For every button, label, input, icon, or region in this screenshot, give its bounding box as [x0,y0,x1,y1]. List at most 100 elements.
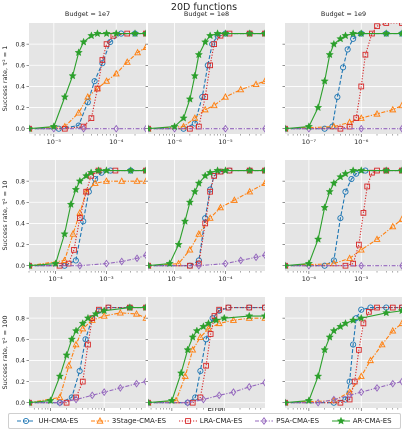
series-line-lra-cma-es [285,23,402,130]
series-line-ar-cma-es [285,310,402,404]
data-point-3stage-cma-es [357,245,365,253]
data-point-3stage-cma-es [75,108,83,116]
subplot: 10⁻⁶ 10⁻⁵ [145,23,265,146]
legend-item: AR-CMA-ES [331,417,392,425]
data-point-3stage-cma-es [88,316,96,323]
plot-area [285,23,402,134]
data-point-ar-cma-es [313,234,323,243]
data-point-3stage-cma-es [103,77,111,84]
series-line-3stage-cma-es [285,218,402,267]
data-point-ar-cma-es [55,371,64,380]
data-point-lra-cma-es [353,115,360,121]
y-tick-label: 0.0 [15,400,25,407]
data-point-ar-cma-es [357,166,366,175]
data-point-3stage-cma-es [79,324,87,332]
data-point-uh-cma-es [80,218,87,225]
data-point-lra-cma-es [207,331,214,337]
data-point-ar-cma-es [304,122,313,131]
data-point-ar-cma-es [141,166,146,175]
data-point-ar-cma-es [82,171,91,180]
data-point-ar-cma-es [148,398,153,407]
row-label: Success rate, τ² = 1 [1,46,9,112]
data-point-ar-cma-es [125,303,134,312]
row-label: Success rate, τ² = 100 [1,315,9,389]
data-point-3stage-cma-es [132,309,141,317]
data-point-lra-cma-es [351,378,358,385]
data-point-ar-cma-es [179,113,188,122]
data-point-uh-cma-es [350,35,357,42]
data-point-ar-cma-es [221,166,230,175]
data-point-lra-cma-es [399,304,402,311]
series-line-3stage-cma-es [29,46,146,130]
data-point-ar-cma-es [174,240,183,249]
data-point-ar-cma-es [357,313,366,322]
data-point-ar-cma-es [112,29,121,38]
subplot: 10⁻⁷ 10⁻⁶ [282,23,402,146]
data-point-lra-cma-es [211,313,218,319]
data-point-psa-cma-es [103,259,110,268]
data-point-ar-cma-es [213,29,222,38]
data-point-3stage-cma-es [230,196,238,203]
series-layer [148,29,265,133]
y-tick-label: 0.4 [15,358,25,365]
legend-label: 3Stage-CMA-ES [111,417,167,425]
data-point-ar-cma-es [29,261,34,270]
data-point-lra-cma-es [360,210,367,216]
series-line-3stage-cma-es [148,80,265,130]
data-point-ar-cma-es [341,31,350,40]
y-tick-label: 0.6 [15,199,25,206]
data-point-3stage-cma-es [357,372,365,379]
legend-label: UH-CMA-ES [38,417,79,425]
data-point-ar-cma-es [260,29,265,38]
data-point-3stage-cma-es [261,77,265,84]
y-tick-label: 0.4 [15,84,25,91]
data-point-ar-cma-es [304,259,313,268]
data-point-lra-cma-es [262,304,265,311]
series-line-ar-cma-es [29,33,146,130]
x-tick-label: 10⁻⁶ [167,138,182,146]
plot-area [285,160,402,271]
data-point-lra-cma-es [83,188,90,195]
data-point-ar-cma-es [357,29,366,38]
subplot: 0.00.20.40.60.810⁻³10⁻² [15,297,146,420]
data-point-uh-cma-es [99,60,106,67]
legend-swatch [17,417,36,425]
data-point-psa-cma-es [399,261,402,270]
data-point-lra-cma-es [356,347,362,353]
x-tick-label: 10⁻⁴ [218,275,233,283]
data-point-ar-cma-es [75,176,84,185]
data-point-3stage-cma-es [100,312,108,319]
row-label: Success rate, τ² = 10 [1,181,9,251]
data-point-ar-cma-es [185,197,195,206]
data-point-psa-cma-es [80,124,87,133]
series-line-lra-cma-es [285,307,402,404]
y-tick-label: 0.2 [15,105,25,112]
column-title: Budget = 1e9 [321,10,366,18]
data-point-uh-cma-es [197,367,204,375]
data-point-3stage-cma-es [366,356,375,364]
series-layer [29,29,146,133]
data-point-3stage-cma-es [398,101,402,109]
x-tick-label: 10⁻⁵ [354,275,369,283]
data-point-3stage-cma-es [189,345,197,353]
data-point-3stage-cma-es [221,93,229,100]
x-tick-label: 10⁻⁵ [47,138,62,146]
x-tick-label: 10⁻³ [99,275,114,283]
subplot: 10⁻⁴10⁻³ [145,297,265,420]
data-point-ar-cma-es [49,122,58,131]
data-point-3stage-cma-es [229,316,238,323]
data-point-ar-cma-es [79,37,88,46]
data-point-ar-cma-es [66,200,76,208]
data-point-lra-cma-es [337,399,344,406]
data-point-uh-cma-es [340,64,347,71]
legend-marker [23,417,30,425]
data-point-3stage-cma-es [216,203,225,211]
data-point-psa-cma-es [195,261,202,270]
data-point-psa-cma-es [73,395,79,404]
data-point-3stage-cma-es [252,80,260,87]
data-point-ar-cma-es [165,259,174,268]
data-point-psa-cma-es [389,379,396,388]
data-point-ar-cma-es [201,37,210,46]
plot-area [285,297,402,408]
data-point-psa-cma-es [143,124,146,133]
